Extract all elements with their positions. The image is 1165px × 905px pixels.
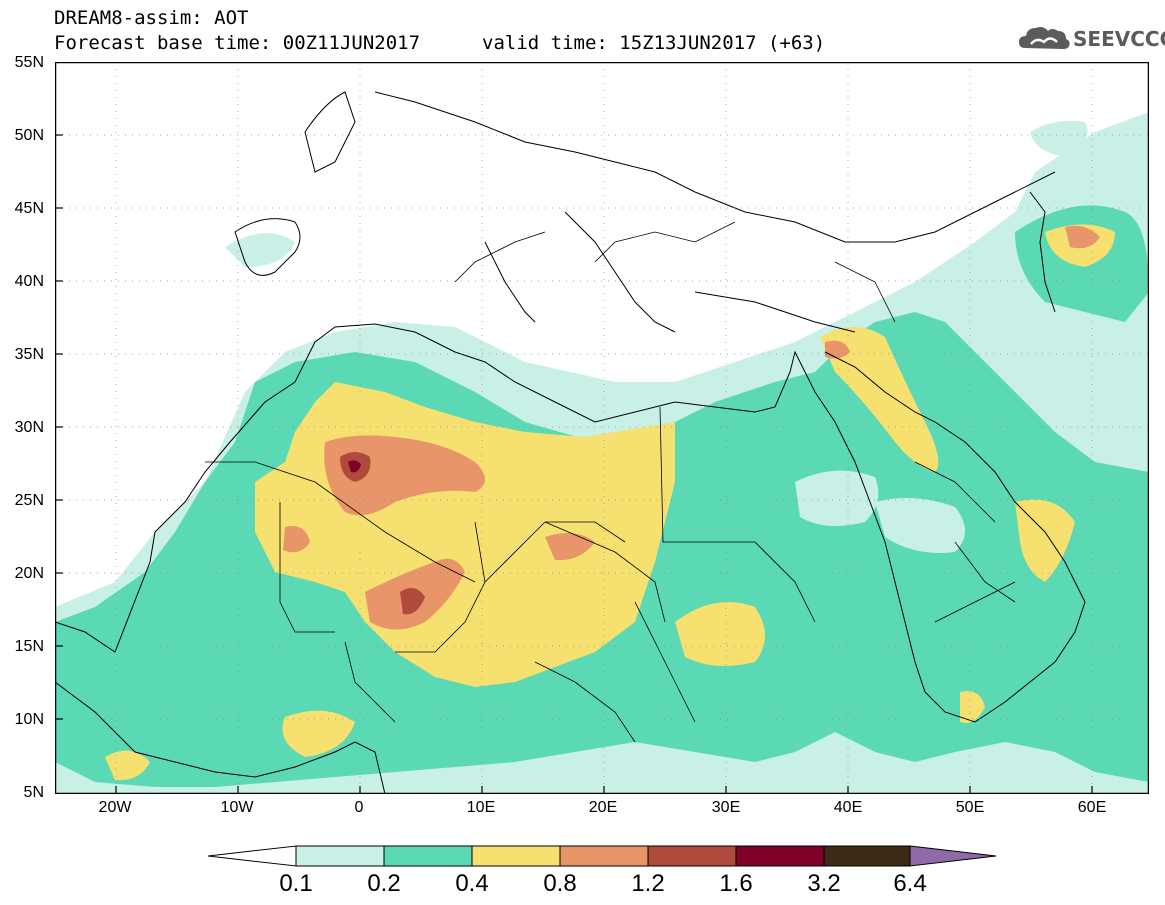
colorbar [207, 845, 997, 867]
colorbar-box-1.2 [647, 845, 737, 867]
lat-label-25n: 25N [14, 492, 44, 509]
colorbar-label-0.4: 0.4 [455, 870, 489, 897]
country-borders [205, 221, 1016, 743]
colorbar-label-0.1: 0.1 [279, 870, 313, 897]
colorbar-label-6.4: 6.4 [893, 870, 927, 897]
lat-label-20n: 20N [14, 565, 44, 582]
lat-label-5n: 5N [23, 784, 44, 801]
cloud-icon [1019, 27, 1070, 49]
lat-label-15n: 15N [14, 638, 44, 655]
colorbar-box-0.4 [471, 845, 561, 867]
colorbar-box-0.1 [295, 845, 385, 867]
lon-label-0: 0 [354, 799, 364, 816]
lon-label-30e: 30E [711, 799, 741, 816]
colorbar-over-arrow [909, 845, 997, 867]
colorbar-box-1.6 [735, 845, 825, 867]
lat-label-30n: 30N [14, 419, 44, 436]
lon-label-40e: 40E [833, 799, 863, 816]
seevccc-logo: SEEVCCC [1017, 22, 1165, 56]
colorbar-label-0.2: 0.2 [367, 870, 401, 897]
lon-label-20w: 20W [98, 799, 132, 816]
colorbar-label-1.2: 1.2 [631, 870, 665, 897]
colorbar-box-0.8 [559, 845, 649, 867]
lon-label-60e: 60E [1077, 799, 1107, 816]
colorbar-box-3.2 [823, 845, 911, 867]
graticule [55, 62, 1149, 794]
lat-label-35n: 35N [14, 346, 44, 363]
axis-ticks [55, 134, 1093, 794]
aot-map [55, 62, 1149, 794]
lon-label-20e: 20E [588, 799, 618, 816]
valid-time: valid time: 15Z13JUN2017 (+63) [482, 32, 826, 54]
map-title: DREAM8-assim: AOT [54, 7, 249, 29]
lat-label-10n: 10N [14, 711, 44, 728]
colorbar-box-0.2 [383, 845, 473, 867]
forecast-base-time: Forecast base time: 00Z11JUN2017 [54, 32, 421, 54]
lat-label-50n: 50N [14, 127, 44, 144]
aot-band-1.6 [348, 460, 361, 473]
lat-label-55n: 55N [14, 54, 44, 71]
lat-label-40n: 40N [14, 273, 44, 290]
colorbar-label-0.8: 0.8 [543, 870, 577, 897]
colorbar-under-arrow [207, 845, 297, 867]
colorbar-label-1.6: 1.6 [719, 870, 753, 897]
lon-label-10w: 10W [220, 799, 254, 816]
coastlines [55, 91, 1086, 794]
lon-label-50e: 50E [955, 799, 985, 816]
colorbar-label-3.2: 3.2 [807, 870, 841, 897]
lon-label-10e: 10E [466, 799, 496, 816]
logo-text: SEEVCCC [1073, 27, 1165, 51]
map-frame [55, 62, 1149, 794]
lat-label-45n: 45N [14, 200, 44, 217]
